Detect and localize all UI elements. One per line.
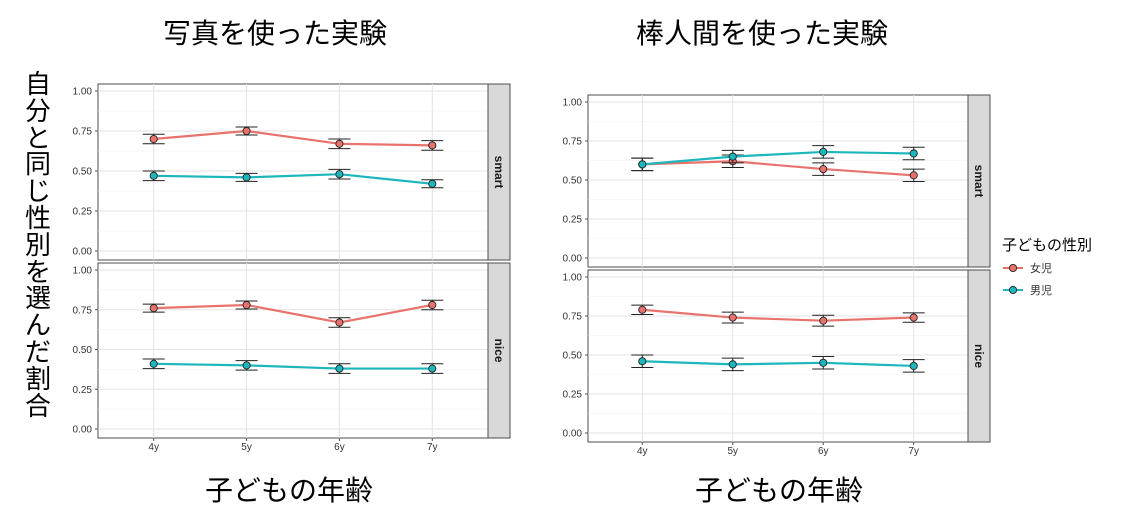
series-line [153, 129, 433, 147]
data-point [242, 300, 251, 310]
data-point [428, 179, 437, 188]
left-chart-title: 写真を使った実験 [163, 17, 388, 50]
facet-label: nice [492, 338, 506, 362]
data-point [728, 152, 737, 161]
y-tick-label: 0.50 [73, 167, 93, 178]
y-tick-label: 0.50 [563, 351, 583, 362]
data-point [638, 305, 647, 314]
x-tick-label: 7y [427, 442, 438, 453]
data-point [819, 358, 828, 367]
y-tick-label: 0.50 [563, 176, 583, 187]
data-point [909, 313, 918, 322]
left-x-axis-label: 子どもの年齢 [205, 474, 374, 507]
y-tick-label: 0.25 [563, 215, 583, 226]
y-tick-label: 0.50 [73, 345, 93, 356]
data-point [335, 170, 344, 179]
data-point [149, 359, 158, 368]
data-point [819, 147, 828, 156]
y-tick-label: 0.25 [73, 385, 93, 396]
data-point [428, 300, 437, 310]
legend-label: 男児 [1030, 284, 1052, 297]
facet-strip [967, 94, 991, 268]
panel-border [587, 94, 969, 268]
facet-label: nice [972, 344, 986, 368]
series-line [153, 362, 433, 370]
data-point [638, 160, 647, 169]
y-tick-label: 1.00 [73, 87, 93, 98]
data-point [909, 171, 918, 180]
data-point [149, 171, 158, 180]
series-line [642, 150, 914, 166]
y-tick-label: 0.00 [73, 247, 93, 258]
data-point [428, 364, 437, 373]
data-point [428, 141, 437, 150]
facet-strip [487, 83, 511, 261]
series-line [153, 303, 433, 324]
y-tick-label: 0.25 [73, 207, 93, 218]
x-tick-label: 5y [727, 446, 738, 457]
y-tick-label: 0.00 [73, 425, 93, 436]
right-x-axis-label: 子どもの年齢 [695, 474, 864, 507]
data-point [242, 126, 251, 136]
y-tick-label: 1.00 [563, 98, 583, 109]
legend-key-point [1008, 263, 1018, 273]
data-point [242, 173, 251, 182]
x-tick-label: 5y [241, 442, 252, 453]
facet-label: smart [972, 165, 986, 198]
y-tick-label: 0.75 [73, 127, 93, 138]
data-point [909, 361, 918, 370]
data-point [638, 357, 647, 366]
y-tick-label: 0.25 [563, 390, 583, 401]
legend-key-point [1008, 285, 1018, 295]
data-point [909, 149, 918, 158]
data-point [819, 316, 828, 325]
y-tick-label: 0.00 [563, 429, 583, 440]
series-line [642, 360, 914, 368]
series-line [153, 173, 433, 185]
facet-strip [967, 269, 991, 443]
legend-label: 女児 [1030, 261, 1052, 275]
y-tick-label: 0.00 [563, 254, 583, 265]
x-tick-label: 7y [908, 446, 919, 457]
panel-border [97, 262, 489, 439]
legend-title: 子どもの性別 [1002, 236, 1092, 254]
y-tick-label: 0.75 [563, 137, 583, 148]
data-point [728, 360, 737, 369]
y-tick-label: 0.75 [73, 305, 93, 316]
y-tick-label: 1.00 [563, 273, 583, 284]
x-tick-label: 6y [818, 446, 829, 457]
x-tick-label: 6y [334, 442, 345, 453]
series-line [642, 308, 914, 322]
panel-border [97, 83, 489, 261]
data-point [335, 318, 344, 327]
facet-strip [487, 262, 511, 439]
x-tick-label: 4y [148, 442, 159, 453]
shared-y-axis-label: 自分と同じ性別を選んだ割合 [24, 70, 51, 422]
data-point [335, 139, 344, 148]
x-tick-label: 4y [637, 446, 648, 457]
y-tick-label: 0.75 [563, 312, 583, 323]
data-point [149, 134, 158, 144]
y-tick-label: 1.00 [73, 266, 93, 277]
series-line [642, 160, 914, 177]
right-chart-title: 棒人間を使った実験 [636, 17, 889, 50]
data-point [335, 364, 344, 373]
data-point [819, 165, 828, 174]
facet-label: smart [492, 156, 506, 189]
data-point [242, 361, 251, 370]
panel-border [587, 269, 969, 443]
data-point [149, 304, 158, 313]
data-point [728, 313, 737, 322]
